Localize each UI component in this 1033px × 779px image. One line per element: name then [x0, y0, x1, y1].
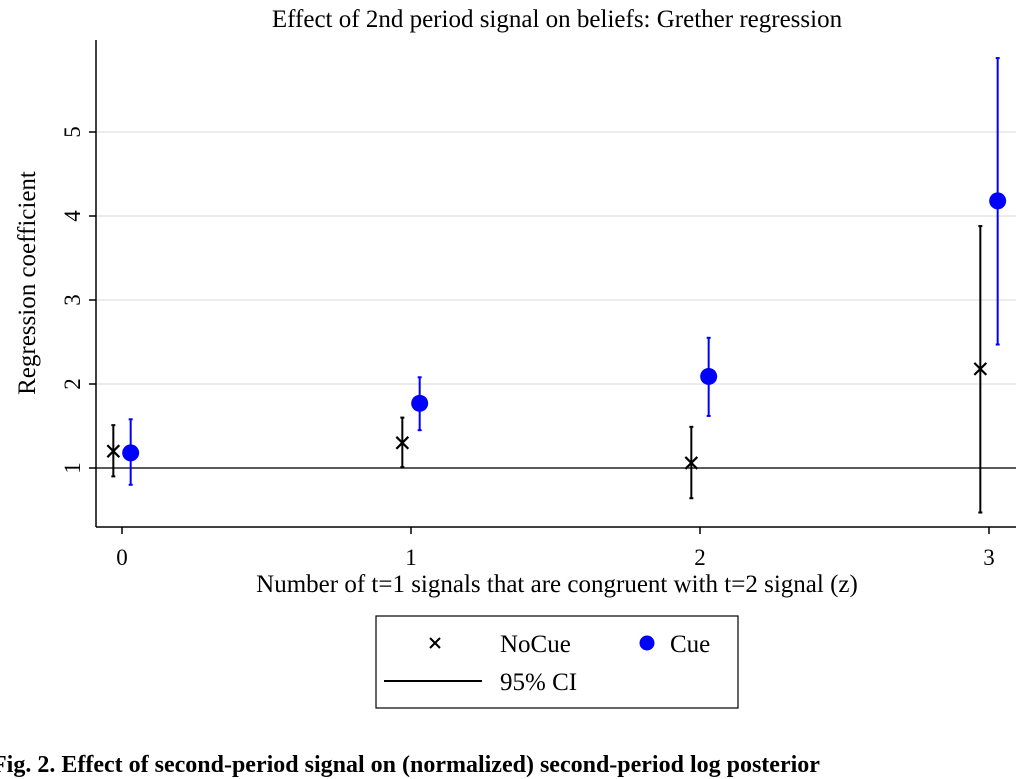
tick-labels: 0 1 2 3 1 2 3 4 5 [60, 126, 995, 570]
point-cue-2 [700, 367, 718, 385]
y-tick-label-3: 3 [60, 294, 85, 306]
point-nocue-3 [973, 362, 988, 376]
chart-title: Effect of 2nd period signal on beliefs: … [272, 6, 843, 33]
legend-nocue-marker-icon [429, 637, 441, 649]
point-cue-3 [989, 192, 1007, 210]
legend-label-ci: 95% CI [500, 669, 577, 696]
y-tick-label-4: 4 [60, 210, 85, 222]
legend-cue-marker-icon [639, 635, 655, 651]
y-axis-label: Regression coefficient [14, 171, 41, 395]
y-tick-label-1: 1 [60, 462, 85, 474]
point-nocue-3-stroke-b [973, 362, 988, 376]
point-nocue-2 [684, 456, 699, 470]
x-axis-label: Number of t=1 signals that are congruent… [256, 571, 858, 598]
legend-label-nocue: NoCue [500, 631, 571, 658]
x-tick-label-2: 2 [694, 545, 706, 570]
point-nocue-1-stroke-b [395, 436, 410, 450]
legend-box [375, 615, 739, 709]
x-tick-label-1: 1 [405, 545, 417, 570]
legend-label-cue: Cue [670, 631, 710, 658]
point-nocue-0-stroke-b [106, 444, 121, 458]
figure-caption: Fig. 2. Effect of second-period signal o… [0, 752, 820, 778]
legend: NoCue Cue 95% CI [375, 615, 739, 709]
point-nocue-0 [106, 444, 121, 458]
point-nocue-1 [395, 436, 410, 450]
x-tick-label-3: 3 [983, 545, 995, 570]
x-tick-label-0: 0 [116, 545, 128, 570]
point-nocue-2-stroke-b [684, 456, 699, 470]
series-marks [106, 57, 1007, 514]
point-cue-0 [122, 444, 140, 462]
axes [95, 40, 1016, 528]
y-tick-label-2: 2 [60, 378, 85, 390]
grid-lines [96, 131, 1016, 469]
point-cue-1 [411, 394, 429, 412]
y-tick-label-5: 5 [60, 126, 85, 138]
